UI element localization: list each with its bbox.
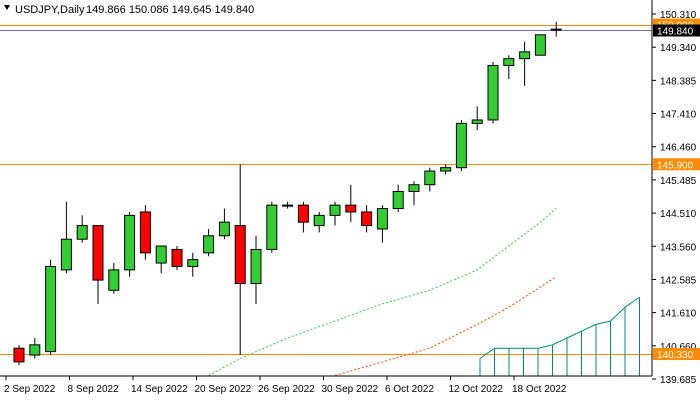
candle-body bbox=[282, 204, 294, 207]
candle-body bbox=[297, 204, 309, 223]
candle-body bbox=[76, 225, 88, 240]
price-tick-label: 144.510 bbox=[660, 209, 697, 220]
price-tick-label: 148.385 bbox=[660, 76, 697, 87]
price-tick-label: 139.685 bbox=[660, 375, 697, 386]
time-axis: 2 Sep 2022 8 Sep 2022 14 Sep 2022 20 Sep 20… bbox=[4, 376, 567, 395]
histogram-line bbox=[479, 296, 640, 359]
candle-body bbox=[266, 204, 278, 250]
candle-body bbox=[155, 245, 167, 264]
candle-body bbox=[534, 34, 546, 56]
price-axis: 150.310 149.340 148.385 147.410 146.460 145.4… bbox=[652, 10, 697, 386]
candle-body bbox=[408, 184, 420, 193]
price-tick-label: 145.485 bbox=[660, 176, 697, 187]
candle-body bbox=[171, 248, 183, 267]
candle-body bbox=[361, 211, 373, 227]
candle-body bbox=[139, 211, 151, 254]
time-tick-label: 14 Sep 2022 bbox=[131, 384, 188, 395]
price-tick-label: 150.310 bbox=[660, 10, 697, 21]
price-tick-label: 143.560 bbox=[660, 242, 697, 253]
green-ma-line bbox=[208, 208, 557, 376]
current-price-label: 149.840 bbox=[657, 27, 694, 38]
candle-body bbox=[392, 191, 404, 210]
candle-body bbox=[92, 225, 104, 281]
price-tick-label: 142.585 bbox=[660, 275, 697, 286]
candle-body bbox=[313, 214, 325, 227]
price-tick-label: 146.460 bbox=[660, 143, 697, 154]
candle-body bbox=[203, 235, 215, 254]
time-tick-label: 2 Sep 2022 bbox=[4, 384, 56, 395]
candle-body bbox=[345, 204, 357, 213]
time-tick-label: 30 Sep 2022 bbox=[322, 384, 379, 395]
candle-body bbox=[13, 347, 25, 363]
red-ma-line bbox=[334, 276, 557, 376]
candle-body bbox=[45, 265, 57, 353]
candle-body bbox=[60, 238, 72, 271]
candle-body bbox=[250, 248, 262, 284]
candle-body bbox=[108, 269, 120, 291]
price-tick-label: 141.610 bbox=[660, 309, 697, 320]
time-tick-label: 6 Oct 2022 bbox=[385, 384, 434, 395]
candles bbox=[13, 21, 562, 366]
candle-body bbox=[471, 119, 483, 124]
candle-body bbox=[519, 51, 531, 60]
level-label-text: 145.900 bbox=[657, 160, 694, 171]
level-label-text: 140.330 bbox=[657, 350, 694, 361]
candle-body bbox=[503, 58, 515, 66]
chevron-down-icon[interactable] bbox=[4, 5, 10, 10]
level-label-box bbox=[653, 158, 700, 171]
candle-body bbox=[234, 225, 246, 284]
current-price-box bbox=[653, 24, 700, 37]
price-tick-label: 149.340 bbox=[660, 43, 697, 54]
time-tick-label: 26 Sep 2022 bbox=[258, 384, 315, 395]
ohlc-values: 149.866 150.086 149.645 149.840 bbox=[86, 4, 254, 16]
indicator-histogram bbox=[479, 296, 640, 376]
level-label-box bbox=[653, 348, 700, 361]
candle-body bbox=[124, 214, 136, 271]
candle-body bbox=[455, 122, 467, 169]
symbol-timeframe: USDJPY,Daily bbox=[15, 4, 85, 16]
price-tick-label: 140.660 bbox=[660, 342, 697, 353]
candle-body bbox=[376, 208, 388, 230]
moving-averages bbox=[208, 208, 557, 376]
time-tick-label: 18 Oct 2022 bbox=[512, 384, 567, 395]
price-tick-label: 147.410 bbox=[660, 110, 697, 121]
time-tick-label: 12 Oct 2022 bbox=[449, 384, 504, 395]
candle-body bbox=[487, 64, 499, 121]
chart-header: USDJPY,Daily 149.866 150.086 149.645 149… bbox=[4, 4, 254, 16]
time-tick-label: 8 Sep 2022 bbox=[68, 384, 120, 395]
candle-body bbox=[424, 170, 436, 186]
time-tick-label: 20 Sep 2022 bbox=[195, 384, 252, 395]
candle-body bbox=[440, 167, 452, 172]
horizontal-levels bbox=[0, 25, 652, 355]
candle-body bbox=[218, 221, 230, 237]
candle-body bbox=[550, 28, 562, 31]
candle-body bbox=[29, 344, 41, 356]
candle-body bbox=[187, 259, 199, 267]
candle-body bbox=[329, 204, 341, 216]
